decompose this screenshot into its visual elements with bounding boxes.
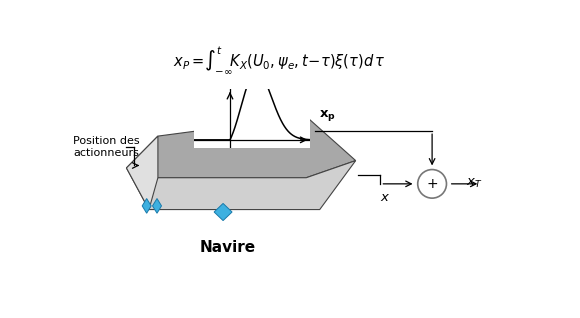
Text: $x_P=\!\int_{-\infty}^{t}\!K_X(U_0,\psi_e,t\!-\!\tau)\xi(\tau)d\,\tau$: $x_P=\!\int_{-\infty}^{t}\!K_X(U_0,\psi_…: [173, 45, 386, 76]
Text: Navire: Navire: [200, 240, 256, 255]
Text: $x$: $x$: [380, 191, 391, 204]
Polygon shape: [153, 198, 161, 213]
Text: +: +: [426, 177, 438, 191]
Text: $\mathbf{x}_\mathbf{p}$: $\mathbf{x}_\mathbf{p}$: [319, 108, 336, 123]
Text: $x_T$: $x_T$: [466, 177, 482, 190]
Polygon shape: [126, 136, 158, 210]
Polygon shape: [126, 161, 356, 210]
Text: Position des
actionneurs: Position des actionneurs: [74, 136, 140, 158]
Polygon shape: [142, 198, 151, 213]
Polygon shape: [214, 204, 232, 221]
Polygon shape: [126, 116, 356, 178]
